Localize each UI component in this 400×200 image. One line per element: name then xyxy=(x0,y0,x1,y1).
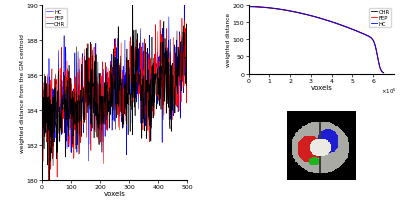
CHR xyxy=(377,66,382,69)
FEP xyxy=(126,86,131,89)
CHR xyxy=(130,3,135,5)
Line: FEP: FEP xyxy=(42,19,188,193)
HC xyxy=(46,162,50,165)
HC xyxy=(182,63,187,65)
Y-axis label: weighted distance from the GM centroid: weighted distance from the GM centroid xyxy=(20,34,25,152)
FEP xyxy=(377,66,382,68)
HC xyxy=(110,67,115,69)
HC xyxy=(185,72,190,75)
CHR xyxy=(253,7,258,9)
FEP xyxy=(377,66,382,69)
HC xyxy=(377,66,382,68)
FEP xyxy=(119,42,124,45)
FEP xyxy=(40,80,45,83)
CHR xyxy=(377,66,382,68)
HC xyxy=(352,30,357,32)
Line: CHR: CHR xyxy=(42,4,188,187)
X-axis label: voxels: voxels xyxy=(310,85,332,91)
FEP xyxy=(352,30,357,32)
HC xyxy=(119,92,124,94)
FEP xyxy=(308,15,313,18)
FEP xyxy=(110,106,115,109)
FEP xyxy=(180,18,184,20)
HC xyxy=(381,72,386,74)
X-axis label: voxels: voxels xyxy=(104,191,126,196)
HC xyxy=(308,15,313,18)
Legend: HC, FEP, CHR: HC, FEP, CHR xyxy=(45,9,67,28)
Line: FEP: FEP xyxy=(248,8,384,73)
HC xyxy=(159,65,164,68)
HC xyxy=(377,66,382,68)
HC xyxy=(312,16,317,18)
CHR xyxy=(352,30,357,32)
HC xyxy=(109,99,114,101)
CHR xyxy=(312,16,317,19)
HC xyxy=(182,3,187,5)
CHR xyxy=(381,72,386,75)
CHR xyxy=(109,73,114,75)
FEP xyxy=(182,20,187,22)
CHR xyxy=(110,115,115,117)
FEP xyxy=(381,72,386,75)
HC xyxy=(126,87,131,89)
CHR xyxy=(119,83,124,85)
Text: $\times10^5$: $\times10^5$ xyxy=(381,87,397,96)
FEP xyxy=(109,94,114,96)
Line: HC: HC xyxy=(248,7,384,73)
Line: HC: HC xyxy=(42,4,188,164)
FEP xyxy=(159,86,164,89)
Y-axis label: weighted distance: weighted distance xyxy=(226,13,231,67)
FEP xyxy=(312,16,317,19)
CHR xyxy=(160,72,164,75)
Line: CHR: CHR xyxy=(248,8,384,74)
Legend: CHR, FEP, HC: CHR, FEP, HC xyxy=(369,9,391,28)
CHR xyxy=(126,93,131,95)
HC xyxy=(246,6,251,9)
CHR xyxy=(308,15,313,18)
CHR xyxy=(185,65,190,68)
CHR xyxy=(182,49,187,52)
FEP xyxy=(46,192,51,195)
FEP xyxy=(246,6,251,9)
CHR xyxy=(40,134,45,137)
HC xyxy=(40,71,45,73)
HC xyxy=(253,6,258,9)
CHR xyxy=(246,7,251,9)
FEP xyxy=(253,7,258,9)
CHR xyxy=(47,186,52,188)
FEP xyxy=(185,62,190,64)
